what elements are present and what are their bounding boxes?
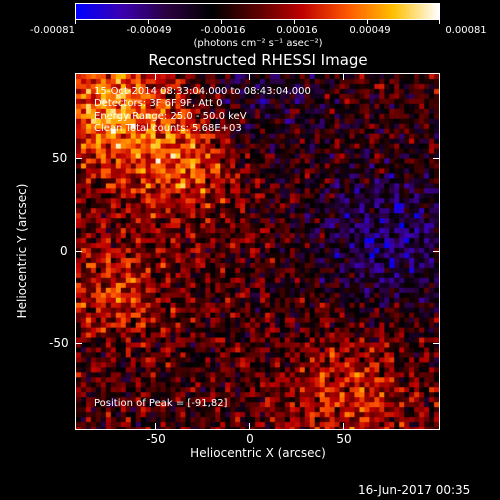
y-tick-label: -50 (49, 336, 69, 350)
y-axis-tick (76, 158, 82, 159)
colorbar-gradient (76, 4, 439, 19)
y-tick-label: 50 (52, 151, 68, 165)
info-detectors: Detectors: 3F 6F 9F, Att 0 (94, 98, 223, 109)
x-axis-label: Heliocentric X (arcsec) (190, 446, 326, 460)
colorbar-tick-label: -0.00016 (200, 25, 246, 36)
colorbar-tick (439, 20, 440, 24)
info-energy-range: Energy Range: 25.0 - 50.0 keV (94, 111, 247, 122)
colorbar (75, 3, 440, 20)
colorbar-tick (75, 20, 76, 24)
info-time-range: 15-Oct-2014 08:33:04.000 to 08:43:04.000 (94, 86, 311, 97)
colorbar-tick (294, 20, 295, 24)
x-tick-label: 50 (336, 432, 352, 446)
colorbar-tick-label: -0.00049 (126, 25, 172, 36)
image-plot (75, 73, 440, 430)
colorbar-tick (148, 20, 149, 24)
colorbar-units: (photons cm⁻² s⁻¹ asec⁻²) (193, 38, 323, 49)
x-axis-tick (343, 74, 344, 80)
footer-date: 16-Jun-2017 00:35 (358, 483, 471, 497)
colorbar-tick-label: 0.00016 (276, 25, 318, 36)
x-axis-tick (155, 74, 156, 80)
info-clean-counts: Clean Total counts: 5.68E+03 (94, 123, 242, 134)
colorbar-tick-label: 0.00081 (445, 25, 487, 36)
y-axis-tick (433, 158, 439, 159)
y-tick-label: 0 (60, 244, 68, 258)
x-axis-tick (155, 423, 156, 429)
y-axis-tick (76, 251, 82, 252)
y-axis-tick (433, 343, 439, 344)
colorbar-tick-label: -0.00081 (30, 25, 75, 36)
colorbar-tick-label: 0.00049 (349, 25, 391, 36)
info-peak-position: Position of Peak = [-91,82] (94, 398, 228, 409)
y-axis-tick (433, 251, 439, 252)
colorbar-tick (367, 20, 368, 24)
y-axis-tick (76, 343, 82, 344)
x-axis-tick (249, 423, 250, 429)
x-axis-tick (343, 423, 344, 429)
x-tick-label: -50 (146, 432, 166, 446)
image-title: Reconstructed RHESSI Image (148, 51, 368, 69)
colorbar-tick (221, 20, 222, 24)
y-axis-label: Heliocentric Y (arcsec) (15, 183, 29, 319)
x-tick-label: 0 (246, 432, 254, 446)
rhessi-image (76, 74, 439, 429)
x-axis-tick (249, 74, 250, 80)
